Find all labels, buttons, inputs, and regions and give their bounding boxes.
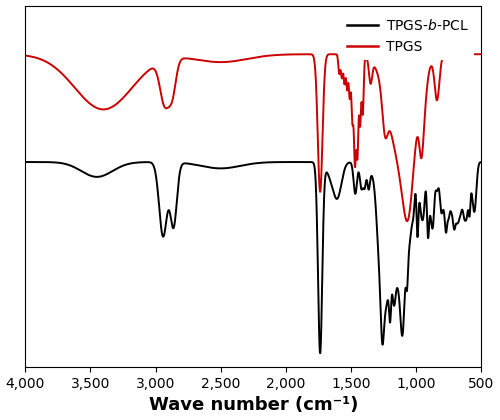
- X-axis label: Wave number (cm⁻¹): Wave number (cm⁻¹): [148, 396, 358, 415]
- Legend: TPGS-$b$-PCL, TPGS: TPGS-$b$-PCL, TPGS: [342, 13, 474, 60]
